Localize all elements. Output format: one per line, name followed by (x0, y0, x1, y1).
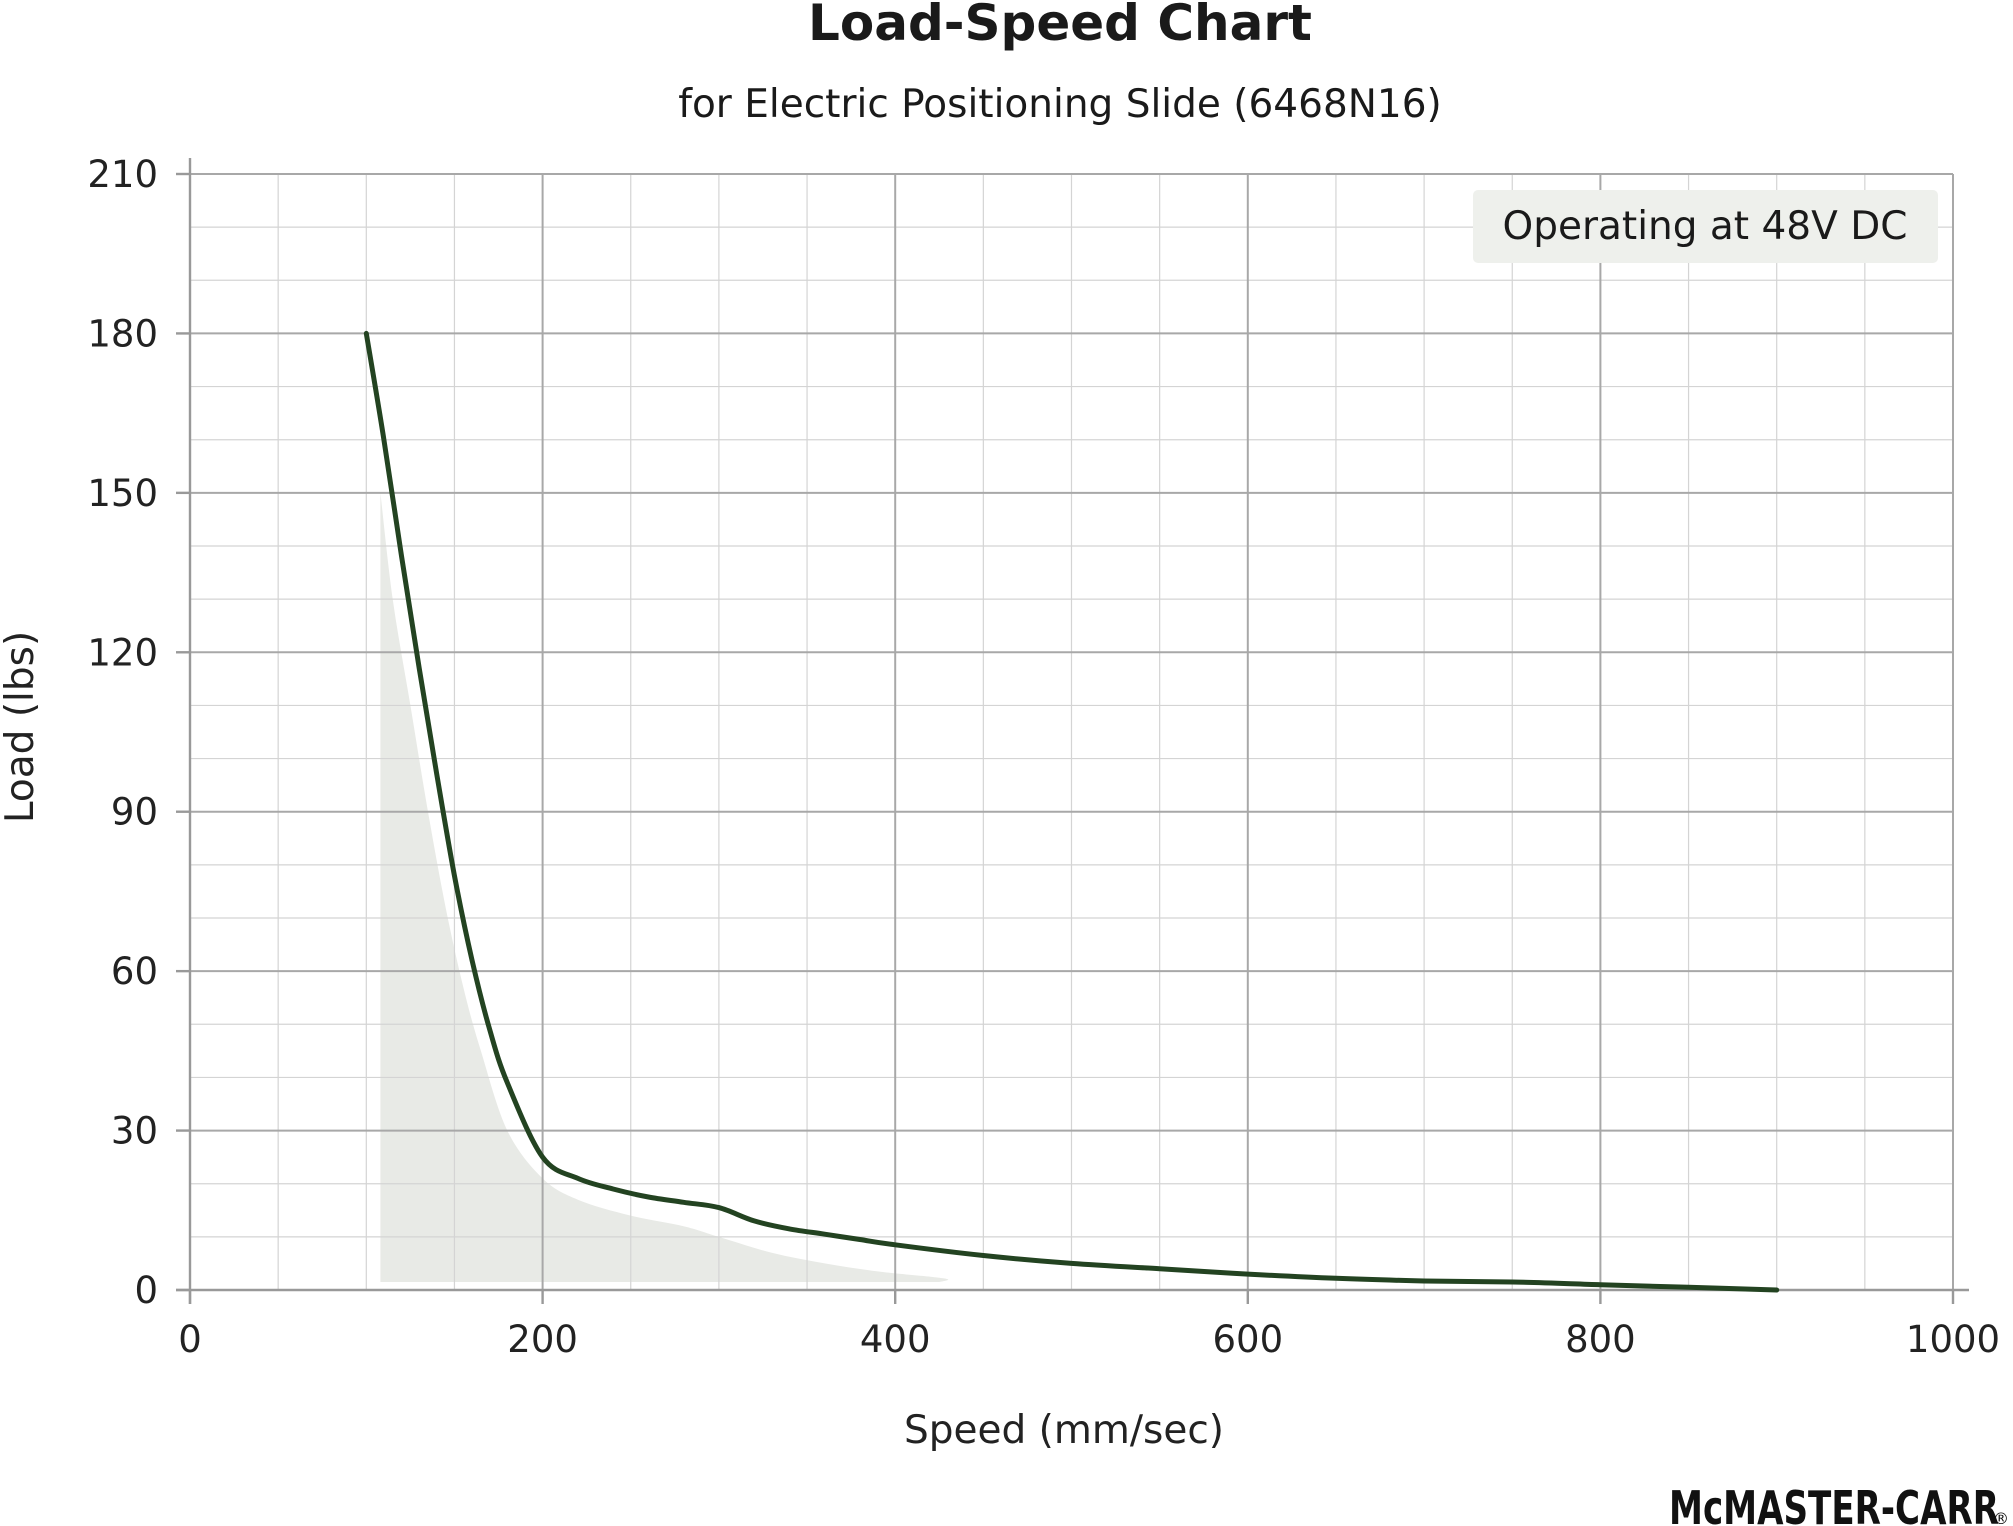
minor-grid (190, 174, 1953, 1290)
x-tick-label: 1000 (1906, 1318, 2000, 1361)
y-tick-label: 180 (87, 312, 158, 355)
shaded-region (380, 492, 949, 1282)
axes (176, 158, 1969, 1304)
y-tick-label: 30 (111, 1110, 158, 1153)
brand-registered-mark: ® (1993, 1509, 2009, 1526)
brand-logo: McMASTER-CARR ® (1669, 1481, 2009, 1526)
annotation-background (1473, 190, 1938, 263)
annotation-label: Operating at 48V DC (1503, 204, 1908, 249)
y-tick-label: 210 (87, 153, 158, 196)
x-axis-label: Speed (mm/sec) (904, 1408, 1224, 1453)
brand-wordmark: McMASTER-CARR (1669, 1481, 1999, 1526)
y-tick-label: 120 (87, 631, 158, 674)
x-tick-label: 800 (1565, 1318, 1636, 1361)
chart-subtitle: for Electric Positioning Slide (6468N16) (678, 82, 1442, 127)
series-layer (363, 330, 1780, 1293)
chart-title: Load-Speed Chart (808, 0, 1312, 52)
y-tick-label: 150 (87, 472, 158, 515)
x-tick-label: 0 (178, 1318, 202, 1361)
x-tick-label: 400 (860, 1318, 931, 1361)
y-tick-label: 0 (134, 1269, 158, 1312)
tick-labels: 0 200 400 600 800 1000 0 30 60 90 120 150 180 210 (87, 153, 2000, 1361)
y-axis-label: Load (lbs) (0, 631, 43, 823)
x-tick-label: 200 (507, 1318, 578, 1361)
operating-region (380, 492, 949, 1282)
major-grid (190, 173, 1954, 1290)
y-tick-label: 60 (111, 950, 158, 993)
annotation-box: Operating at 48V DC (1473, 190, 1938, 263)
series-line-0 (363, 330, 1780, 1293)
x-tick-label: 600 (1212, 1318, 1283, 1361)
y-tick-label: 90 (111, 791, 158, 834)
